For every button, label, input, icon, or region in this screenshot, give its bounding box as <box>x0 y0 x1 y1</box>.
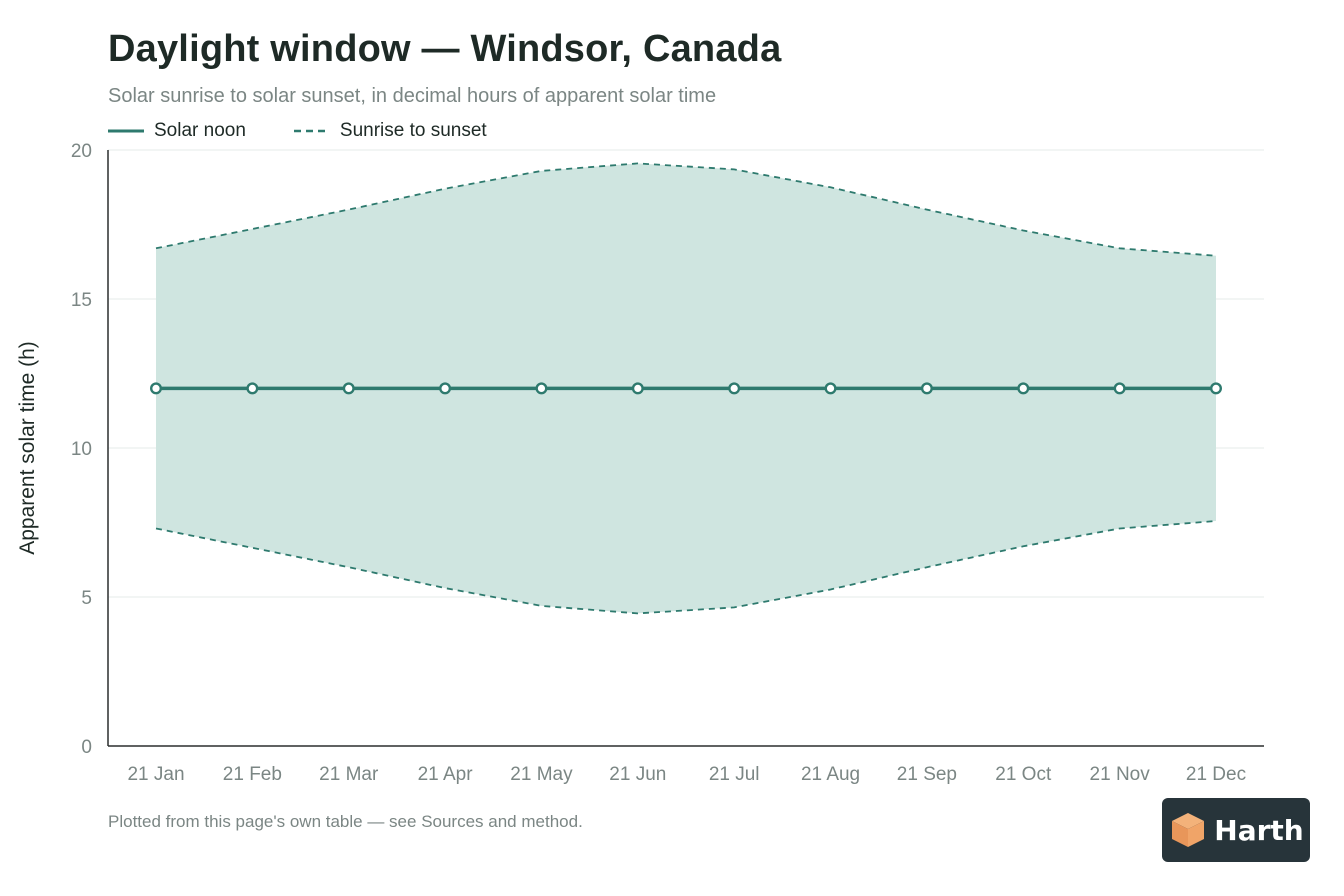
solar-noon-point <box>1017 382 1030 395</box>
y-tick-label: 20 <box>71 141 92 162</box>
solar-noon-point <box>1209 382 1222 395</box>
solar-noon-point <box>246 382 259 395</box>
solar-noon-point <box>920 382 933 395</box>
x-tick-label: 21 Jan <box>127 764 184 785</box>
footnote: Plotted from this page's own table — see… <box>108 812 583 831</box>
solar-noon-markers <box>149 382 1222 395</box>
x-tick-label: 21 Jun <box>609 764 666 785</box>
y-tick-label: 15 <box>71 290 92 311</box>
x-tick-label: 21 Nov <box>1090 764 1151 785</box>
chart-title: Daylight window — Windsor, Canada <box>108 28 782 70</box>
y-tick-label: 10 <box>71 439 92 460</box>
x-tick-labels: 21 Jan 21 Feb 21 Mar 21 Apr 21 May 21 Jun 21 J… <box>127 764 1246 785</box>
legend-item-solar-noon: Solar noon <box>108 120 246 142</box>
chart-subtitle: Solar sunrise to solar sunset, in decima… <box>108 85 717 107</box>
axes <box>107 150 1264 747</box>
x-tick-label: 21 Oct <box>995 764 1052 785</box>
solar-noon-point <box>824 382 837 395</box>
sunset-line <box>155 162 1217 257</box>
legend-item-sunrise-sunset: Sunrise to sunset <box>293 120 487 142</box>
y-tick-label: 5 <box>81 588 92 609</box>
y-axis-label: Apparent solar time (h) <box>16 341 39 555</box>
legend: Solar noon Sunrise to sunset <box>108 120 487 142</box>
solar-noon-point <box>728 382 741 395</box>
x-tick-label: 21 Feb <box>223 764 282 785</box>
solar-noon-point <box>535 382 548 395</box>
x-tick-label: 21 Sep <box>897 764 957 785</box>
harth-logo: Harth <box>1162 798 1310 862</box>
y-tick-labels: 0 5 10 15 20 <box>71 141 92 758</box>
solar-noon-point <box>1113 382 1126 395</box>
solar-noon-point <box>631 382 644 395</box>
x-tick-label: 21 Jul <box>709 764 760 785</box>
solar-noon-point <box>342 382 355 395</box>
solar-noon-point <box>149 382 162 395</box>
sunrise-line <box>155 520 1217 615</box>
cube-logo-icon <box>1172 813 1205 847</box>
x-tick-label: 21 May <box>510 764 573 785</box>
x-tick-label: 21 Dec <box>1186 764 1246 785</box>
x-tick-label: 21 Mar <box>319 764 379 785</box>
y-tick-label: 0 <box>81 737 92 758</box>
solar-noon-point <box>439 382 452 395</box>
solid-line-swatch-icon <box>108 129 144 133</box>
legend-label-sunrise-sunset: Sunrise to sunset <box>339 120 487 141</box>
x-tick-label: 21 Aug <box>801 764 860 785</box>
dashed-line-swatch-icon <box>293 129 330 133</box>
x-tick-label: 21 Apr <box>418 764 474 785</box>
legend-label-solar-noon: Solar noon <box>154 120 246 141</box>
logo-text: Harth <box>1214 813 1304 847</box>
